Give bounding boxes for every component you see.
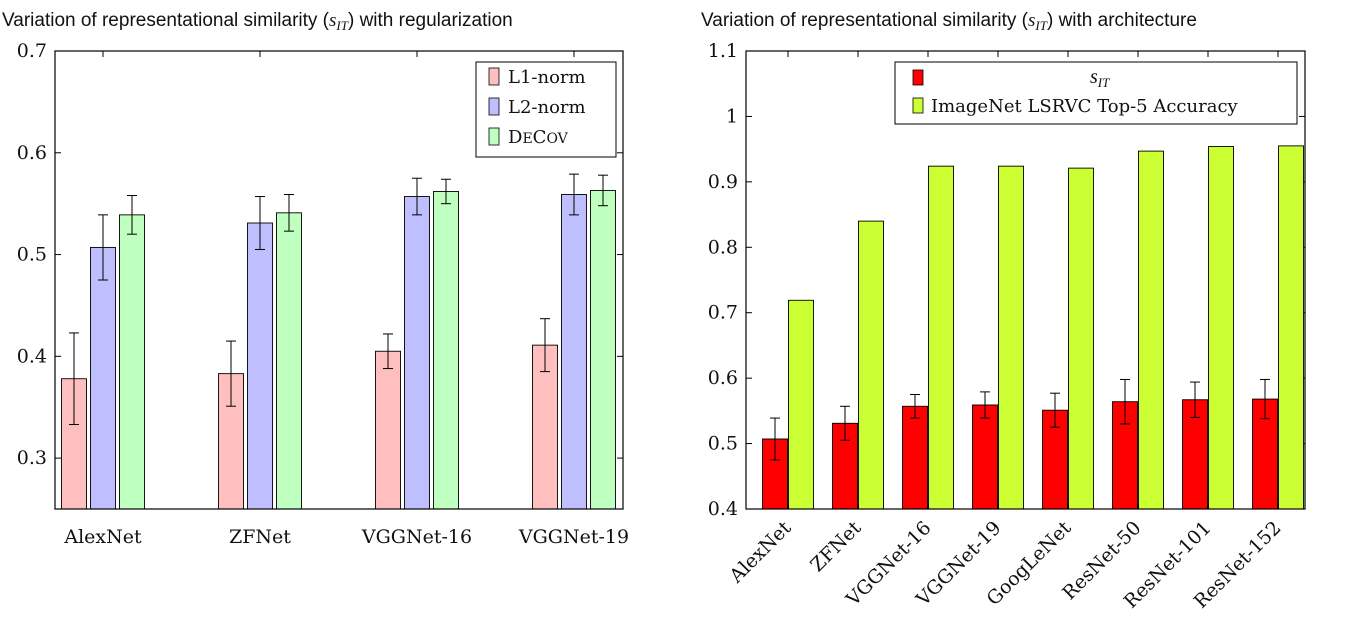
plot-frame: [54, 50, 624, 510]
y-axis: 0.4 0.5 0.6 0.7 0.8 0.9 1 1.1: [708, 40, 1305, 520]
bar: [1182, 399, 1208, 510]
legend: L1-norm L2-norm DECOV: [475, 61, 617, 158]
legend-subscript: IT: [1097, 75, 1110, 90]
bar: [1208, 146, 1234, 510]
chart-regularization: Variation of representational similarity…: [2, 10, 629, 548]
legend-swatch: [488, 127, 500, 146]
y-tick-label: 0.7: [708, 302, 738, 324]
chart-title-subscript: IT: [1034, 18, 1047, 33]
legend-swatch-sit: [912, 69, 924, 86]
chart-title-prefix: Variation of representational similarity…: [701, 10, 1029, 31]
legend-swatch: [488, 97, 500, 116]
x-tick-label: ZFNet: [806, 517, 866, 577]
legend-label-imagenet: ImageNet LSRVC Top-5 Accuracy: [931, 96, 1239, 117]
y-tick-label: 0.9: [708, 171, 738, 193]
chart-title-suffix: ) with regularization: [348, 10, 513, 31]
chart-architecture: Variation of representational similarity…: [701, 10, 1306, 613]
bar: [1278, 145, 1304, 510]
plot-area: [762, 145, 1304, 510]
legend-box: [894, 61, 1298, 125]
chart-title-symbol: s: [1028, 10, 1035, 31]
x-tick-label: VGGNet-16: [361, 526, 472, 548]
y-tick-label: 0.4: [708, 498, 738, 520]
y-tick-label: 0.6: [17, 142, 47, 164]
bar: [119, 214, 145, 510]
bar: [375, 350, 401, 510]
chart-title-subscript: IT: [335, 18, 348, 33]
legend-label-sit: sIT: [1090, 66, 1110, 90]
plot-area: [61, 173, 616, 510]
legend-label: L1-norm: [508, 67, 586, 88]
bar: [247, 222, 273, 510]
chart-title-prefix: Variation of representational similarity…: [2, 10, 330, 31]
bar: [1068, 167, 1094, 510]
bar: [1138, 150, 1164, 510]
y-tick-label: 1.1: [708, 40, 738, 62]
legend-label: L2-norm: [508, 97, 586, 118]
y-tick-label: 0.5: [17, 244, 47, 266]
legend-swatch-imagenet: [912, 97, 924, 114]
legend-label: DECOV: [508, 127, 569, 148]
y-tick-label: 0.7: [17, 40, 47, 62]
legend-label-part: D: [508, 127, 522, 148]
y-tick-label: 1: [726, 105, 738, 127]
chart-title: Variation of representational similarity…: [2, 10, 513, 33]
bar: [928, 165, 954, 510]
y-tick-label: 0.5: [708, 433, 738, 455]
x-axis: AlexNet ZFNet VGGNet-16 VGGNet-19: [63, 526, 629, 548]
bar: [972, 404, 998, 510]
legend-swatch: [488, 67, 500, 86]
x-tick-label: AlexNet: [725, 517, 796, 588]
bar: [788, 299, 814, 510]
legend-label-part: E: [522, 131, 532, 147]
chart-title-symbol: s: [329, 10, 336, 31]
legend: sIT ImageNet LSRVC Top-5 Accuracy: [894, 61, 1298, 125]
bar: [276, 212, 302, 510]
bar: [433, 191, 459, 510]
chart-title: Variation of representational similarity…: [701, 10, 1197, 33]
bar: [404, 196, 430, 510]
plot-frame: [745, 50, 1306, 510]
x-axis: AlexNet ZFNetVGGNet-16VGGNet-19GoogLeNetR…: [725, 517, 1286, 613]
bar: [590, 189, 616, 510]
legend-label-part: C: [533, 127, 547, 148]
y-tick-label: 0.4: [17, 345, 47, 367]
x-tick-label: VGGNet-19: [518, 526, 629, 548]
bar: [902, 405, 928, 510]
bar: [998, 165, 1024, 510]
legend-entries: L1-norm L2-norm DECOV: [488, 67, 586, 148]
y-tick-label: 0.8: [708, 236, 738, 258]
bar: [90, 246, 116, 510]
legend-symbol: s: [1090, 66, 1098, 88]
y-tick-label: 0.3: [17, 447, 47, 469]
bar: [561, 194, 587, 510]
x-tick-label: ZFNet: [229, 526, 291, 548]
legend-label-part: OV: [546, 131, 568, 147]
chart-title-suffix: ) with architecture: [1047, 10, 1197, 31]
bar: [532, 344, 558, 510]
bar: [858, 220, 884, 510]
y-tick-label: 0.6: [708, 367, 738, 389]
x-tick-label: AlexNet: [63, 526, 142, 548]
